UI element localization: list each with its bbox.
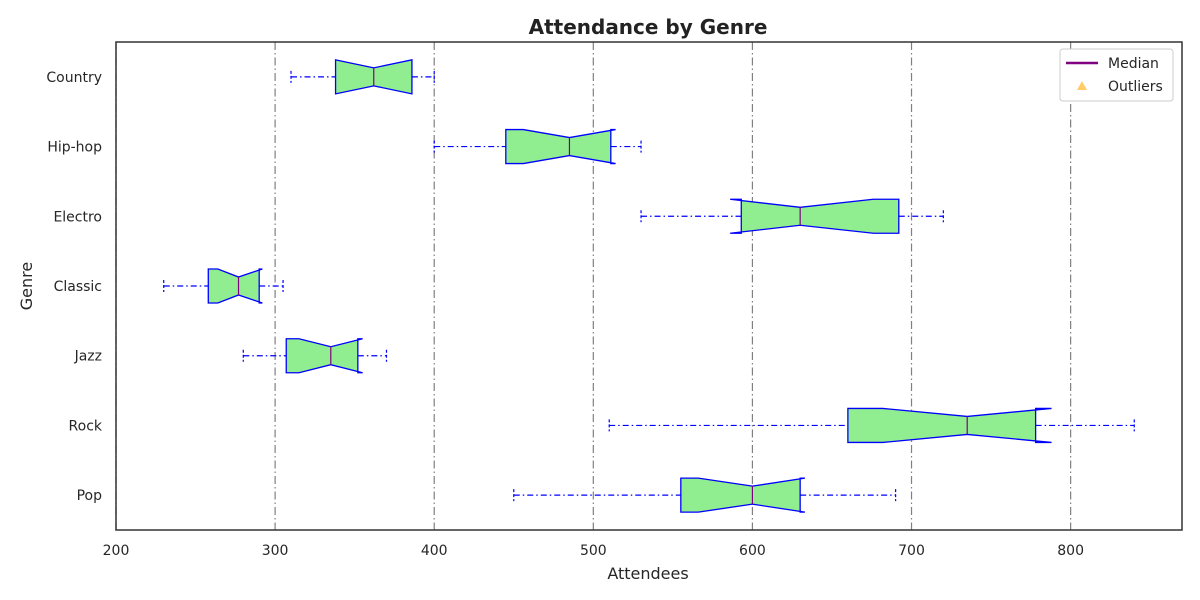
box-group-country xyxy=(290,59,435,95)
x-tick-label-200: 200 xyxy=(103,543,130,559)
legend-outlier-swatch xyxy=(1077,81,1087,90)
box-classic xyxy=(207,268,263,304)
x-tick-label-500: 500 xyxy=(580,543,607,559)
y-axis-label: Genre xyxy=(17,262,36,310)
y-tick-label-electro: Electro xyxy=(53,209,102,225)
y-tick-label-hip-hop: Hip-hop xyxy=(47,140,102,156)
y-tick-label-pop: Pop xyxy=(77,488,103,504)
x-tick-label-700: 700 xyxy=(898,543,925,559)
chart-title: Attendance by Genre xyxy=(529,15,768,39)
legend-label-outliers: Outliers xyxy=(1108,79,1163,95)
box-group-classic xyxy=(163,268,284,304)
box-rock xyxy=(847,407,1052,444)
box-group-hip-hop xyxy=(433,128,642,165)
box-group-electro xyxy=(640,198,944,234)
y-tick-label-country: Country xyxy=(46,70,102,86)
x-tick-label-400: 400 xyxy=(421,543,448,559)
box-pop xyxy=(680,477,806,513)
y-axis-ticks: Pop Rock Jazz Classic Electro Hip-hop Country xyxy=(46,70,103,504)
box-plots xyxy=(163,59,1135,513)
x-axis-label: Attendees xyxy=(607,564,688,583)
x-tick-label-800: 800 xyxy=(1057,543,1084,559)
legend-label-median: Median xyxy=(1108,56,1159,72)
box-group-jazz xyxy=(242,338,388,374)
plot-area-frame xyxy=(115,41,1183,531)
box-electro xyxy=(730,198,900,234)
x-tick-label-600: 600 xyxy=(739,543,766,559)
x-tick-label-300: 300 xyxy=(262,543,289,559)
y-tick-label-classic: Classic xyxy=(54,279,102,295)
box-hip-hop xyxy=(505,128,616,165)
y-tick-label-rock: Rock xyxy=(69,418,103,434)
box-jazz xyxy=(285,338,363,374)
box-group-pop xyxy=(513,477,897,513)
x-axis-ticks: 200 300 400 500 600 700 800 xyxy=(103,543,1084,559)
grid-lines xyxy=(115,42,1072,530)
y-tick-label-jazz: Jazz xyxy=(74,349,102,365)
box-group-rock xyxy=(608,407,1135,444)
legend: Median Outliers xyxy=(1059,48,1174,102)
